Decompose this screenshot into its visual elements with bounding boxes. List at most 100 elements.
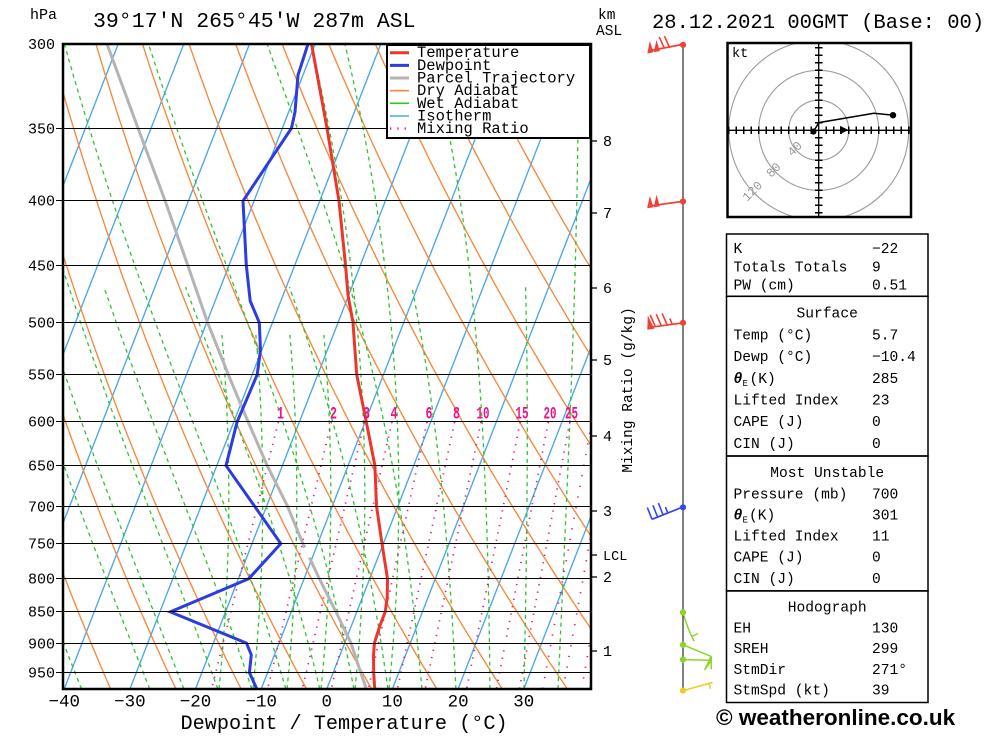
svg-text:5: 5 [603, 353, 612, 370]
svg-text:Lifted Index: Lifted Index [734, 530, 839, 546]
svg-text:6: 6 [426, 405, 433, 425]
svg-text:0.51: 0.51 [872, 278, 907, 294]
svg-text:1: 1 [603, 644, 612, 661]
svg-text:Dewpoint / Temperature (°C): Dewpoint / Temperature (°C) [181, 713, 508, 733]
svg-text:Dewpoint: Dewpoint [417, 57, 491, 75]
svg-text:Dewp (°C): Dewp (°C) [734, 350, 813, 366]
svg-text:450: 450 [28, 259, 55, 276]
svg-text:−30: −30 [114, 693, 146, 713]
svg-text:0: 0 [872, 572, 881, 588]
svg-text:(K): (K) [750, 372, 776, 388]
svg-text:3: 3 [363, 405, 370, 425]
svg-text:300: 300 [28, 37, 55, 54]
svg-text:K: K [734, 242, 743, 258]
svg-text:Temp (°C): Temp (°C) [734, 328, 813, 344]
svg-text:LCL: LCL [603, 550, 627, 565]
svg-text:(K): (K) [749, 508, 775, 524]
svg-text:Mixing Ratio (g/kg): Mixing Ratio (g/kg) [621, 307, 637, 472]
svg-text:1: 1 [277, 405, 284, 425]
svg-text:−22: −22 [872, 242, 898, 258]
svg-text:0: 0 [872, 437, 881, 453]
svg-text:Surface: Surface [797, 307, 858, 323]
svg-text:850: 850 [28, 605, 55, 622]
svg-text:15: 15 [516, 405, 529, 425]
svg-text:130: 130 [872, 622, 898, 638]
svg-text:km: km [598, 8, 615, 24]
svg-text:4: 4 [603, 429, 612, 446]
svg-text:39°17'N 265°45'W 287m ASL: 39°17'N 265°45'W 287m ASL [93, 10, 416, 34]
svg-text:Pressure (mb): Pressure (mb) [734, 487, 848, 503]
svg-text:7: 7 [603, 206, 612, 223]
svg-text:700: 700 [872, 487, 898, 503]
svg-text:8: 8 [603, 134, 612, 151]
svg-text:299: 299 [872, 642, 898, 658]
svg-text:350: 350 [28, 122, 55, 139]
svg-text:−10: −10 [245, 693, 277, 713]
svg-text:10: 10 [477, 405, 490, 425]
svg-text:CAPE (J): CAPE (J) [734, 415, 804, 431]
svg-text:Most Unstable: Most Unstable [770, 466, 884, 482]
svg-text:6: 6 [603, 281, 612, 298]
svg-text:600: 600 [28, 415, 55, 432]
svg-text:650: 650 [28, 459, 55, 476]
svg-text:4: 4 [391, 405, 398, 425]
svg-text:Lifted Index: Lifted Index [734, 393, 839, 409]
svg-text:hPa: hPa [30, 7, 57, 24]
svg-text:0: 0 [872, 415, 881, 431]
svg-text:CAPE (J): CAPE (J) [734, 551, 804, 567]
svg-text:20: 20 [544, 405, 557, 425]
svg-text:301: 301 [872, 508, 899, 524]
svg-text:285: 285 [872, 372, 898, 388]
svg-text:Parcel Trajectory: Parcel Trajectory [417, 70, 575, 88]
svg-text:0: 0 [872, 551, 881, 567]
svg-text:800: 800 [28, 572, 55, 589]
svg-text:θ: θ [734, 372, 743, 388]
svg-text:Temperature: Temperature [417, 44, 519, 62]
svg-text:ASL: ASL [596, 24, 622, 40]
svg-text:Dry Adiabat: Dry Adiabat [417, 82, 519, 100]
svg-text:20: 20 [448, 693, 469, 713]
svg-text:3: 3 [603, 504, 612, 521]
svg-text:E: E [743, 378, 748, 389]
svg-text:Wet Adiabat: Wet Adiabat [417, 95, 519, 113]
svg-text:39: 39 [872, 684, 890, 700]
svg-text:0: 0 [322, 693, 333, 713]
svg-text:SREH: SREH [734, 642, 769, 658]
svg-text:9: 9 [872, 260, 881, 276]
svg-text:550: 550 [28, 368, 55, 385]
svg-text:271°: 271° [872, 663, 907, 679]
svg-text:PW (cm): PW (cm) [734, 278, 795, 294]
svg-text:11: 11 [872, 530, 890, 546]
svg-text:Mixing Ratio: Mixing Ratio [417, 120, 529, 138]
svg-text:CIN (J): CIN (J) [734, 572, 795, 588]
svg-text:400: 400 [28, 194, 55, 211]
svg-text:EH: EH [734, 622, 752, 638]
svg-text:30: 30 [513, 693, 534, 713]
svg-text:500: 500 [28, 316, 55, 333]
svg-text:θ: θ [734, 508, 743, 524]
svg-text:E: E [743, 514, 748, 525]
svg-text:8: 8 [453, 405, 460, 425]
svg-text:900: 900 [28, 637, 55, 654]
svg-text:kt: kt [732, 47, 748, 62]
svg-text:2: 2 [330, 405, 337, 425]
svg-text:750: 750 [28, 537, 55, 554]
svg-text:Hodograph: Hodograph [788, 601, 867, 617]
svg-text:Totals Totals: Totals Totals [734, 260, 848, 276]
svg-text:© weatheronline.co.uk: © weatheronline.co.uk [716, 705, 956, 730]
svg-text:700: 700 [28, 500, 55, 517]
svg-text:2: 2 [603, 570, 612, 587]
svg-text:−20: −20 [180, 693, 212, 713]
svg-text:950: 950 [28, 666, 55, 683]
svg-text:−40: −40 [48, 693, 80, 713]
svg-text:5.7: 5.7 [872, 328, 898, 344]
svg-text:−10.4: −10.4 [872, 350, 916, 366]
svg-text:10: 10 [382, 693, 403, 713]
svg-text:StmDir: StmDir [734, 663, 787, 679]
svg-text:23: 23 [872, 393, 890, 409]
svg-text:28.12.2021 00GMT (Base: 00): 28.12.2021 00GMT (Base: 00) [652, 12, 984, 35]
svg-text:StmSpd (kt): StmSpd (kt) [734, 684, 830, 700]
svg-text:CIN (J): CIN (J) [734, 437, 795, 453]
svg-text:25: 25 [565, 405, 578, 425]
svg-text:Isotherm: Isotherm [417, 108, 491, 126]
